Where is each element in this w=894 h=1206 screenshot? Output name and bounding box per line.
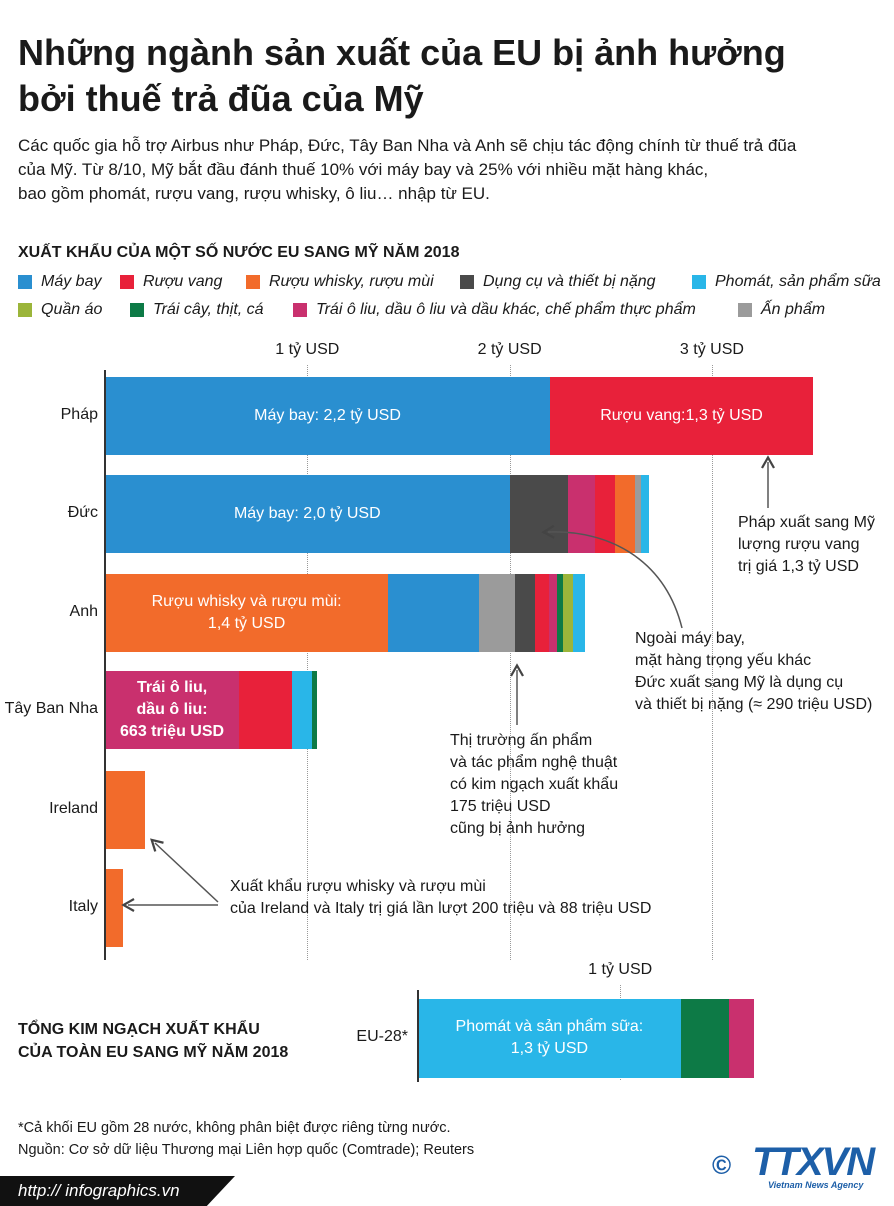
- legend-item: Quần áo: [18, 301, 102, 319]
- legend-item: Trái ô liu, dầu ô liu và dầu khác, chế p…: [293, 301, 696, 319]
- legend-label: Trái ô liu, dầu ô liu và dầu khác, chế p…: [316, 301, 696, 318]
- category-label: EU-28*: [356, 1028, 408, 1045]
- legend-label: Máy bay: [41, 273, 102, 290]
- footer-url: http:// infographics.vn: [18, 1181, 180, 1200]
- x-tick-label: 2 tỷ USD: [477, 341, 542, 358]
- bar-segment: Phomát và sản phẩm sữa: 1,3 tỷ USD: [418, 998, 681, 1078]
- legend-item: Dụng cụ và thiết bị nặng: [460, 273, 656, 291]
- bar-segment: [729, 998, 754, 1078]
- legend-label: Dụng cụ và thiết bị nặng: [483, 273, 656, 290]
- value-label: Rượu vang:1,3 tỷ USD: [600, 407, 763, 424]
- grid-line: [509, 365, 511, 960]
- legend-label: Rượu whisky, rượu mùi: [269, 273, 434, 290]
- bar-segment: [641, 475, 650, 553]
- value-label: Máy bay: 2,2 tỷ USD: [254, 407, 401, 424]
- bar-segment: [594, 475, 615, 553]
- bar-segment: [291, 671, 312, 749]
- legend-item: Trái cây, thịt, cá: [130, 301, 264, 319]
- bar-segment: Máy bay: 2,0 tỷ USD: [105, 475, 510, 553]
- legend-item: Phomát, sản phẩm sữa: [692, 273, 881, 291]
- bar-segment: [573, 574, 586, 652]
- value-label: Phomát và sản phẩm sữa: 1,3 tỷ USD: [455, 1018, 644, 1057]
- subtitle: Các quốc gia hỗ trợ Airbus như Pháp, Đức…: [18, 136, 797, 203]
- value-label: Rượu whisky và rượu mùi: 1,4 tỷ USD: [151, 593, 342, 632]
- chart-title: XUẤT KHẨU CỦA MỘT SỐ NƯỚC EU SANG MỸ NĂM…: [18, 244, 460, 261]
- legend-swatch: [738, 303, 752, 317]
- bar-segment: [311, 671, 317, 749]
- x-tick-label: 1 tỷ USD: [588, 961, 653, 978]
- legend-item: Rượu vang: [120, 273, 222, 291]
- bar-segment: [534, 574, 550, 652]
- legend-swatch: [18, 303, 32, 317]
- bar-segment: [563, 574, 574, 652]
- legend-item: Máy bay: [18, 273, 101, 291]
- bar-segment: Trái ô liu, dầu ô liu: 663 triệu USD: [105, 671, 240, 749]
- grid-line: [711, 365, 713, 960]
- footnote: Nguồn: Cơ sở dữ liệu Thương mại Liên hợp…: [18, 1142, 475, 1158]
- footnote: *Cả khối EU gồm 28 nước, không phân biệt…: [18, 1120, 451, 1136]
- legend-swatch: [692, 275, 706, 289]
- value-label: Máy bay: 2,0 tỷ USD: [233, 505, 381, 522]
- legend-swatch: [18, 275, 32, 289]
- legend-item: Ấn phẩm: [738, 301, 825, 319]
- value-label: Trái ô liu, dầu ô liu: 663 triệu USD: [120, 679, 225, 740]
- bar-segment: [105, 869, 123, 947]
- legend-swatch: [246, 275, 260, 289]
- annotation: Ngoài máy bay, mặt hàng trọng yếu khác Đ…: [635, 630, 873, 713]
- chart-title: TỔNG KIM NGẠCH XUẤT KHẨU CỦA TOÀN EU SAN…: [18, 1021, 289, 1061]
- bar-segment: [514, 574, 535, 652]
- title: Những ngành sản xuất của EU bị ảnh hưởng…: [18, 32, 786, 119]
- bar-segment: [388, 574, 480, 652]
- legend-item: Rượu whisky, rượu mùi: [246, 273, 434, 291]
- arrow: [150, 838, 219, 903]
- category-label: Italy: [68, 898, 98, 915]
- annotation: Thị trường ấn phẩm và tác phẩm nghệ thuậ…: [450, 732, 619, 837]
- annotation: Pháp xuất sang Mỹ lượng rượu vang trị gi…: [738, 514, 875, 575]
- bar-segment: Rượu vang:1,3 tỷ USD: [550, 377, 814, 455]
- logo-subtitle: Vietnam News Agency: [768, 1180, 864, 1190]
- bar-segment: [479, 574, 515, 652]
- x-tick-label: 1 tỷ USD: [275, 341, 340, 358]
- legend-label: Phomát, sản phẩm sữa: [715, 273, 881, 290]
- bar-segment: [509, 475, 569, 553]
- category-label: Anh: [69, 603, 98, 620]
- category-label: Tây Ban Nha: [4, 700, 98, 717]
- bar-segment: Máy bay: 2,2 tỷ USD: [105, 377, 551, 455]
- copyright: ©: [712, 1150, 732, 1180]
- logo: TTXVN: [752, 1140, 875, 1184]
- axis-line: [417, 990, 419, 1082]
- bar-segment: [680, 998, 730, 1078]
- category-label: Đức: [67, 504, 98, 521]
- legend-label: Ấn phẩm: [761, 301, 826, 318]
- legend-swatch: [130, 303, 144, 317]
- bar-segment: [239, 671, 292, 749]
- legend-swatch: [293, 303, 307, 317]
- legend-label: Trái cây, thịt, cá: [153, 301, 264, 318]
- legend-label: Quần áo: [41, 301, 103, 318]
- grid-line: [307, 365, 309, 960]
- bar-segment: [614, 475, 636, 553]
- axis-line: [104, 370, 106, 960]
- bar-segment: [635, 475, 642, 553]
- annotation: Xuất khẩu rượu whisky và rượu mùi của Ir…: [230, 878, 652, 917]
- legend-swatch: [120, 275, 134, 289]
- bar-segment: [105, 771, 146, 849]
- bar-segment: [568, 475, 595, 553]
- x-tick-label: 3 tỷ USD: [679, 341, 744, 358]
- bar-segment: Rượu whisky và rượu mùi: 1,4 tỷ USD: [105, 574, 389, 652]
- footer-bar: [0, 1176, 235, 1206]
- category-label: Ireland: [49, 800, 98, 817]
- legend-swatch: [460, 275, 474, 289]
- category-label: Pháp: [60, 406, 98, 423]
- bar-segment: [549, 574, 558, 652]
- legend-label: Rượu vang: [143, 273, 223, 290]
